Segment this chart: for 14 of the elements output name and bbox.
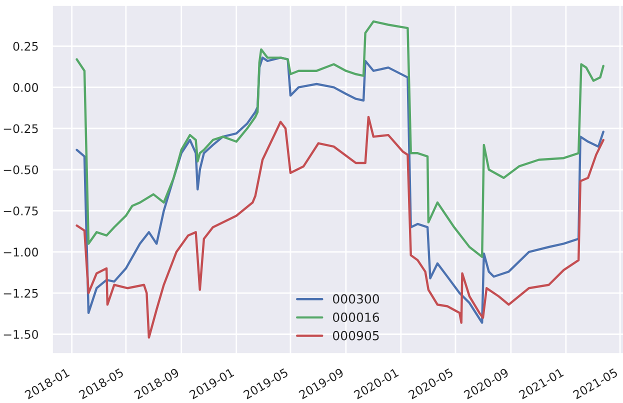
y-tick-label: −1.25 — [4, 288, 38, 298]
y-tick-label: −0.25 — [4, 124, 38, 134]
line-series — [76, 116, 604, 339]
y-tick-label: −1.00 — [4, 248, 38, 257]
legend-label: 000300 — [332, 294, 380, 304]
y-tick-label: 0.25 — [13, 42, 38, 51]
legend-label: 000016 — [332, 312, 380, 322]
line-series — [76, 56, 604, 324]
y-tick-label: −0.50 — [4, 165, 38, 174]
legend-label: 000905 — [332, 330, 379, 340]
y-tick-label: −0.75 — [4, 206, 38, 216]
y-tick-label: −1.50 — [4, 330, 38, 339]
y-tick-label: 0.00 — [13, 83, 38, 92]
line-series — [76, 20, 604, 258]
